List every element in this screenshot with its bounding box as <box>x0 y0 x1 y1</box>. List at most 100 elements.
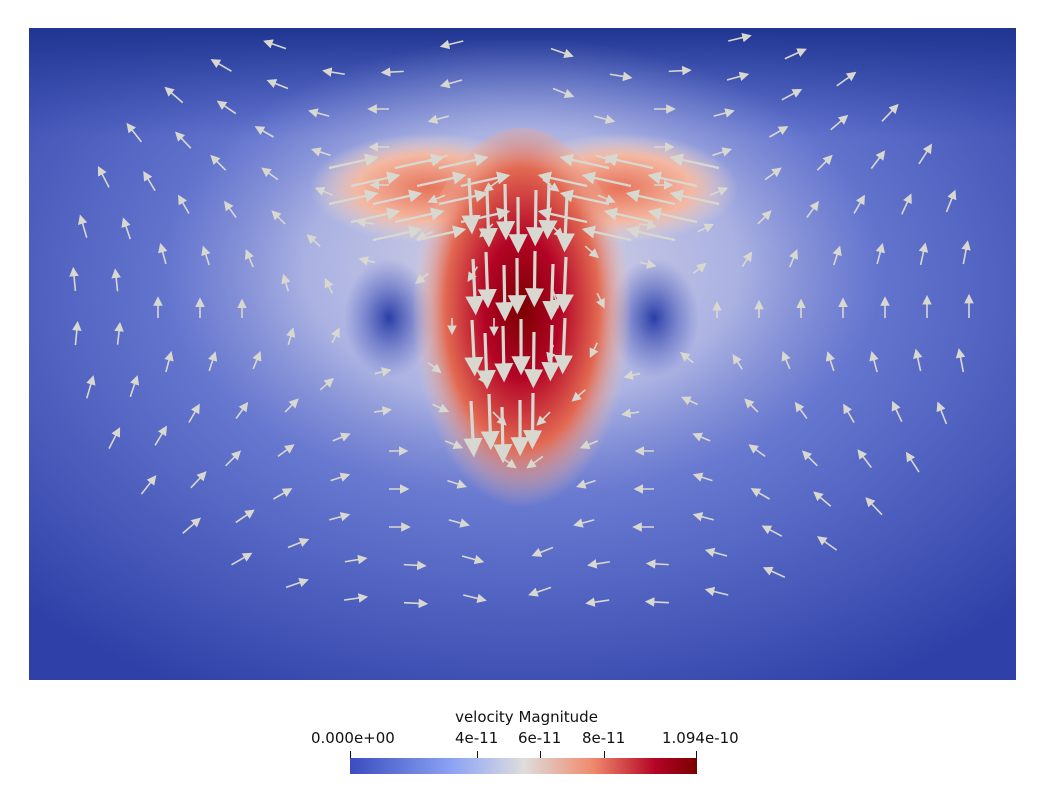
velocity-arrow-202 <box>555 195 575 253</box>
velocity-arrow-107 <box>621 408 640 419</box>
colorbar-tick-label-1: 4e-11 <box>455 729 499 747</box>
velocity-arrow-140 <box>764 167 782 181</box>
velocity-arrow-174 <box>870 150 886 170</box>
velocity-arrow-121 <box>536 411 551 426</box>
velocity-arrow-175 <box>901 193 912 215</box>
velocity-arrow-205 <box>495 264 515 322</box>
velocity-arrow-65 <box>235 509 255 524</box>
velocity-arrow-96 <box>439 39 464 50</box>
velocity-arrow-27 <box>314 186 334 196</box>
velocity-arrow-10 <box>373 406 393 416</box>
velocity-arrow-94 <box>210 59 232 72</box>
velocity-arrow-221 <box>522 392 543 450</box>
velocity-arrow-14 <box>306 234 321 247</box>
velocity-arrow-173 <box>830 114 849 131</box>
velocity-arrow-227 <box>625 189 676 206</box>
velocity-arrow-32 <box>447 479 467 489</box>
velocity-arrow-145 <box>843 403 855 423</box>
velocity-arrow-100 <box>589 342 599 359</box>
velocity-arrow-246 <box>438 189 489 206</box>
velocity-arrow-207 <box>524 250 545 308</box>
velocity-arrow-19 <box>444 440 464 450</box>
velocity-arrow-179 <box>936 401 948 425</box>
velocity-arrow-166 <box>587 559 610 569</box>
velocity-arrow-26 <box>271 210 286 225</box>
velocity-arrow-61 <box>461 554 485 565</box>
velocity-arrow-70 <box>111 268 121 292</box>
velocity-arrow-105 <box>732 354 744 370</box>
velocity-arrow-245 <box>581 171 632 188</box>
velocity-arrow-198 <box>496 183 516 241</box>
velocity-arrow-167 <box>531 546 554 557</box>
colorbar-tick-2 <box>540 751 541 759</box>
velocity-arrow-150 <box>573 518 595 528</box>
velocity-arrow-64 <box>287 538 310 549</box>
velocity-arrow-214 <box>523 331 544 389</box>
velocity-arrow-154 <box>769 126 789 138</box>
velocity-arrow-66 <box>190 471 207 489</box>
velocity-arrow-195 <box>961 240 971 265</box>
velocity-arrow-225 <box>647 171 698 188</box>
velocity-arrow-193 <box>918 143 933 165</box>
colorbar-title: velocity Magnitude <box>455 708 598 726</box>
velocity-arrow-200 <box>525 189 546 247</box>
velocity-arrow-148 <box>692 512 714 522</box>
velocity-arrow-80 <box>403 598 429 609</box>
velocity-arrow-201 <box>538 182 558 240</box>
velocity-arrow-90 <box>78 214 88 238</box>
velocity-arrow-249 <box>537 207 588 224</box>
velocity-arrow-172 <box>781 88 803 101</box>
velocity-arrow-91 <box>97 165 110 188</box>
right-vortex <box>609 258 699 378</box>
velocity-arrow-79 <box>463 593 487 604</box>
velocity-arrow-185 <box>644 597 670 607</box>
velocity-arrow-236 <box>328 189 379 206</box>
velocity-arrow-74 <box>216 100 237 115</box>
velocity-arrow-182 <box>817 536 838 551</box>
velocity-arrow-55 <box>178 194 190 214</box>
velocity-arrow-95 <box>263 39 287 50</box>
velocity-arrow-48 <box>329 512 351 522</box>
velocity-arrow-239 <box>647 207 698 224</box>
velocity-arrow-165 <box>645 559 669 569</box>
velocity-arrow-160 <box>891 400 903 423</box>
velocity-arrow-194 <box>945 189 957 213</box>
velocity-arrow-56 <box>210 154 227 171</box>
velocity-arrow-190 <box>784 48 807 60</box>
velocity-arrow-228 <box>394 207 445 224</box>
velocity-arrow-181 <box>865 497 883 516</box>
velocity-arrow-34 <box>330 472 351 482</box>
left-vortex <box>344 258 434 378</box>
velocity-arrow-123 <box>597 194 616 204</box>
velocity-arrow-151 <box>594 114 616 124</box>
velocity-arrow-211 <box>476 332 496 390</box>
velocity-arrow-217 <box>463 400 483 458</box>
velocity-arrow-63 <box>344 554 368 565</box>
velocity-arrow-120 <box>579 440 599 450</box>
velocity-arrow-42 <box>311 147 331 157</box>
velocity-arrow-39 <box>201 245 211 266</box>
velocity-arrow-50 <box>225 450 242 467</box>
colorbar-gradient <box>350 758 697 774</box>
velocity-arrow-144 <box>869 351 879 373</box>
velocity-arrow-67 <box>154 425 167 446</box>
velocity-arrow-101 <box>596 292 605 309</box>
colorbar-tick-3 <box>604 751 605 759</box>
velocity-arrow-41 <box>261 167 279 181</box>
velocity-arrow-117 <box>744 398 759 413</box>
velocity-arrow-21 <box>332 432 351 442</box>
velocity-arrow-102 <box>639 259 657 269</box>
velocity-arrow-89 <box>69 266 79 291</box>
velocity-arrow-116 <box>781 350 791 370</box>
velocity-arrow-40 <box>223 200 237 218</box>
velocity-arrow-25 <box>245 249 254 268</box>
velocity-arrow-157 <box>875 242 885 265</box>
velocity-arrow-139 <box>712 147 732 157</box>
velocity-arrow-112 <box>638 220 658 230</box>
velocity-arrow-223 <box>669 153 720 170</box>
velocity-arrow-51 <box>188 403 200 423</box>
velocity-arrow-162 <box>813 491 832 507</box>
velocity-arrow-170 <box>668 65 692 76</box>
velocity-arrow-164 <box>704 547 728 558</box>
velocity-arrow-83 <box>231 552 253 566</box>
